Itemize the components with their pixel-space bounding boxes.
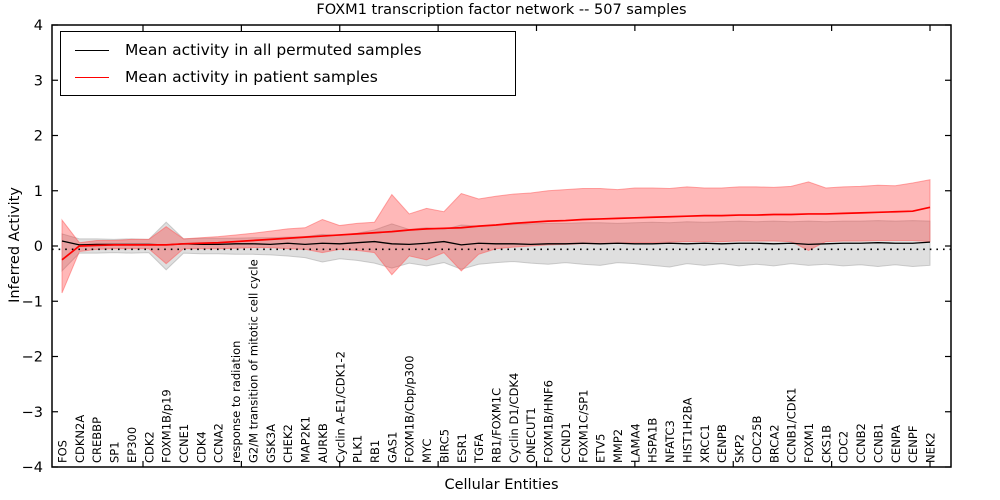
patient-line-sample-icon [75,76,109,78]
x-category-label: ESR1 [455,433,469,463]
x-category-label: CDK2 [142,431,156,463]
x-category-label: CDC2 [837,431,851,463]
x-category-label: Cyclin D1/CDK4 [507,373,521,463]
x-category-label: CDKN2A [73,415,87,463]
x-category-label: CDK4 [194,431,208,463]
x-category-label: MAP2K1 [299,416,313,463]
y-tick-label: 0 [34,239,43,255]
x-category-label: XRCC1 [698,424,712,463]
x-category-label: MYC [420,439,434,463]
x-category-label: HIST1H2BA [680,397,694,463]
legend-item-permuted: Mean activity in all permuted samples [61,41,515,59]
y-tick-label: −1 [22,294,43,310]
x-category-label: EP300 [125,427,139,463]
y-tick-label: 1 [34,184,43,200]
x-category-label: HSPA1B [646,418,660,463]
legend-label: Mean activity in patient samples [125,68,378,86]
patient-range-band [61,179,931,294]
x-category-label: FOXM1B/Cbp/p300 [403,355,417,463]
x-category-label: ONECUT1 [524,407,538,463]
x-category-label: NFATC3 [663,420,677,463]
y-tick-label: 2 [34,129,43,145]
y-axis-label: Inferred Activity [7,187,23,303]
x-axis-label: Cellular Entities [444,477,559,493]
x-category-label: CCNB1/CDK1 [785,388,799,464]
x-category-label: BIRC5 [437,429,451,463]
patient-mean-line [61,206,931,261]
x-category-label: RB1/FOXM1C [490,388,504,463]
x-category-label: FOXM1C/SP1 [576,389,590,463]
y-tick-label: −2 [22,350,43,366]
x-category-label: SP1 [108,441,122,463]
x-category-label: FOXM1B/HNF6 [542,380,556,463]
x-category-label: response to radiation [229,341,243,463]
x-category-label: GSK3A [264,424,278,463]
x-category-label: FOXM1 [802,423,816,463]
y-tick-label: −3 [22,405,43,421]
x-category-label: PLK1 [351,435,365,463]
x-category-label: LAMA4 [628,423,642,463]
legend-item-patient: Mean activity in patient samples [61,68,515,86]
permuted-line-sample-icon [75,49,109,51]
x-category-label: FOS [56,440,70,463]
x-category-label: GAS1 [385,432,399,463]
x-category-label: RB1 [368,440,382,463]
x-category-label: SKP2 [733,434,747,463]
x-category-label: TGFA [472,434,486,464]
x-category-label: CDC25B [750,415,764,463]
x-category-label: CCNB2 [854,423,868,463]
x-category-label: CHEK2 [281,424,295,463]
permuted-mean-line [61,240,931,246]
y-tick-label: 4 [34,18,43,34]
y-tick-label: 3 [34,73,43,89]
x-category-label: AURKB [316,423,330,463]
chart-title: FOXM1 transcription factor network -- 50… [316,2,687,18]
x-category-label: FOXM1B/p19 [160,389,174,463]
x-category-label: CCNA2 [212,423,226,463]
x-category-label: Cyclin A-E1/CDK1-2 [333,351,347,463]
x-category-label: CKS1B [819,425,833,463]
y-tick-label: −4 [22,460,43,476]
legend: Mean activity in all permuted samples Me… [60,31,516,96]
x-category-label: CENPB [715,424,729,463]
x-category-label: CREBBP [90,417,104,463]
x-category-label: CCNE1 [177,424,191,463]
x-category-label: NEK2 [924,432,938,463]
legend-label: Mean activity in all permuted samples [125,41,422,59]
x-category-label: CENPF [906,426,920,463]
x-category-label: CCND1 [559,422,573,463]
x-category-label: MMP2 [611,429,625,463]
x-category-label: BRCA2 [767,424,781,463]
x-category-label: ETV5 [594,434,608,463]
x-category-label: CENPA [889,425,903,463]
x-category-label: CCNB1 [871,423,885,463]
x-category-label: G2/M transition of mitotic cell cycle [246,259,260,463]
